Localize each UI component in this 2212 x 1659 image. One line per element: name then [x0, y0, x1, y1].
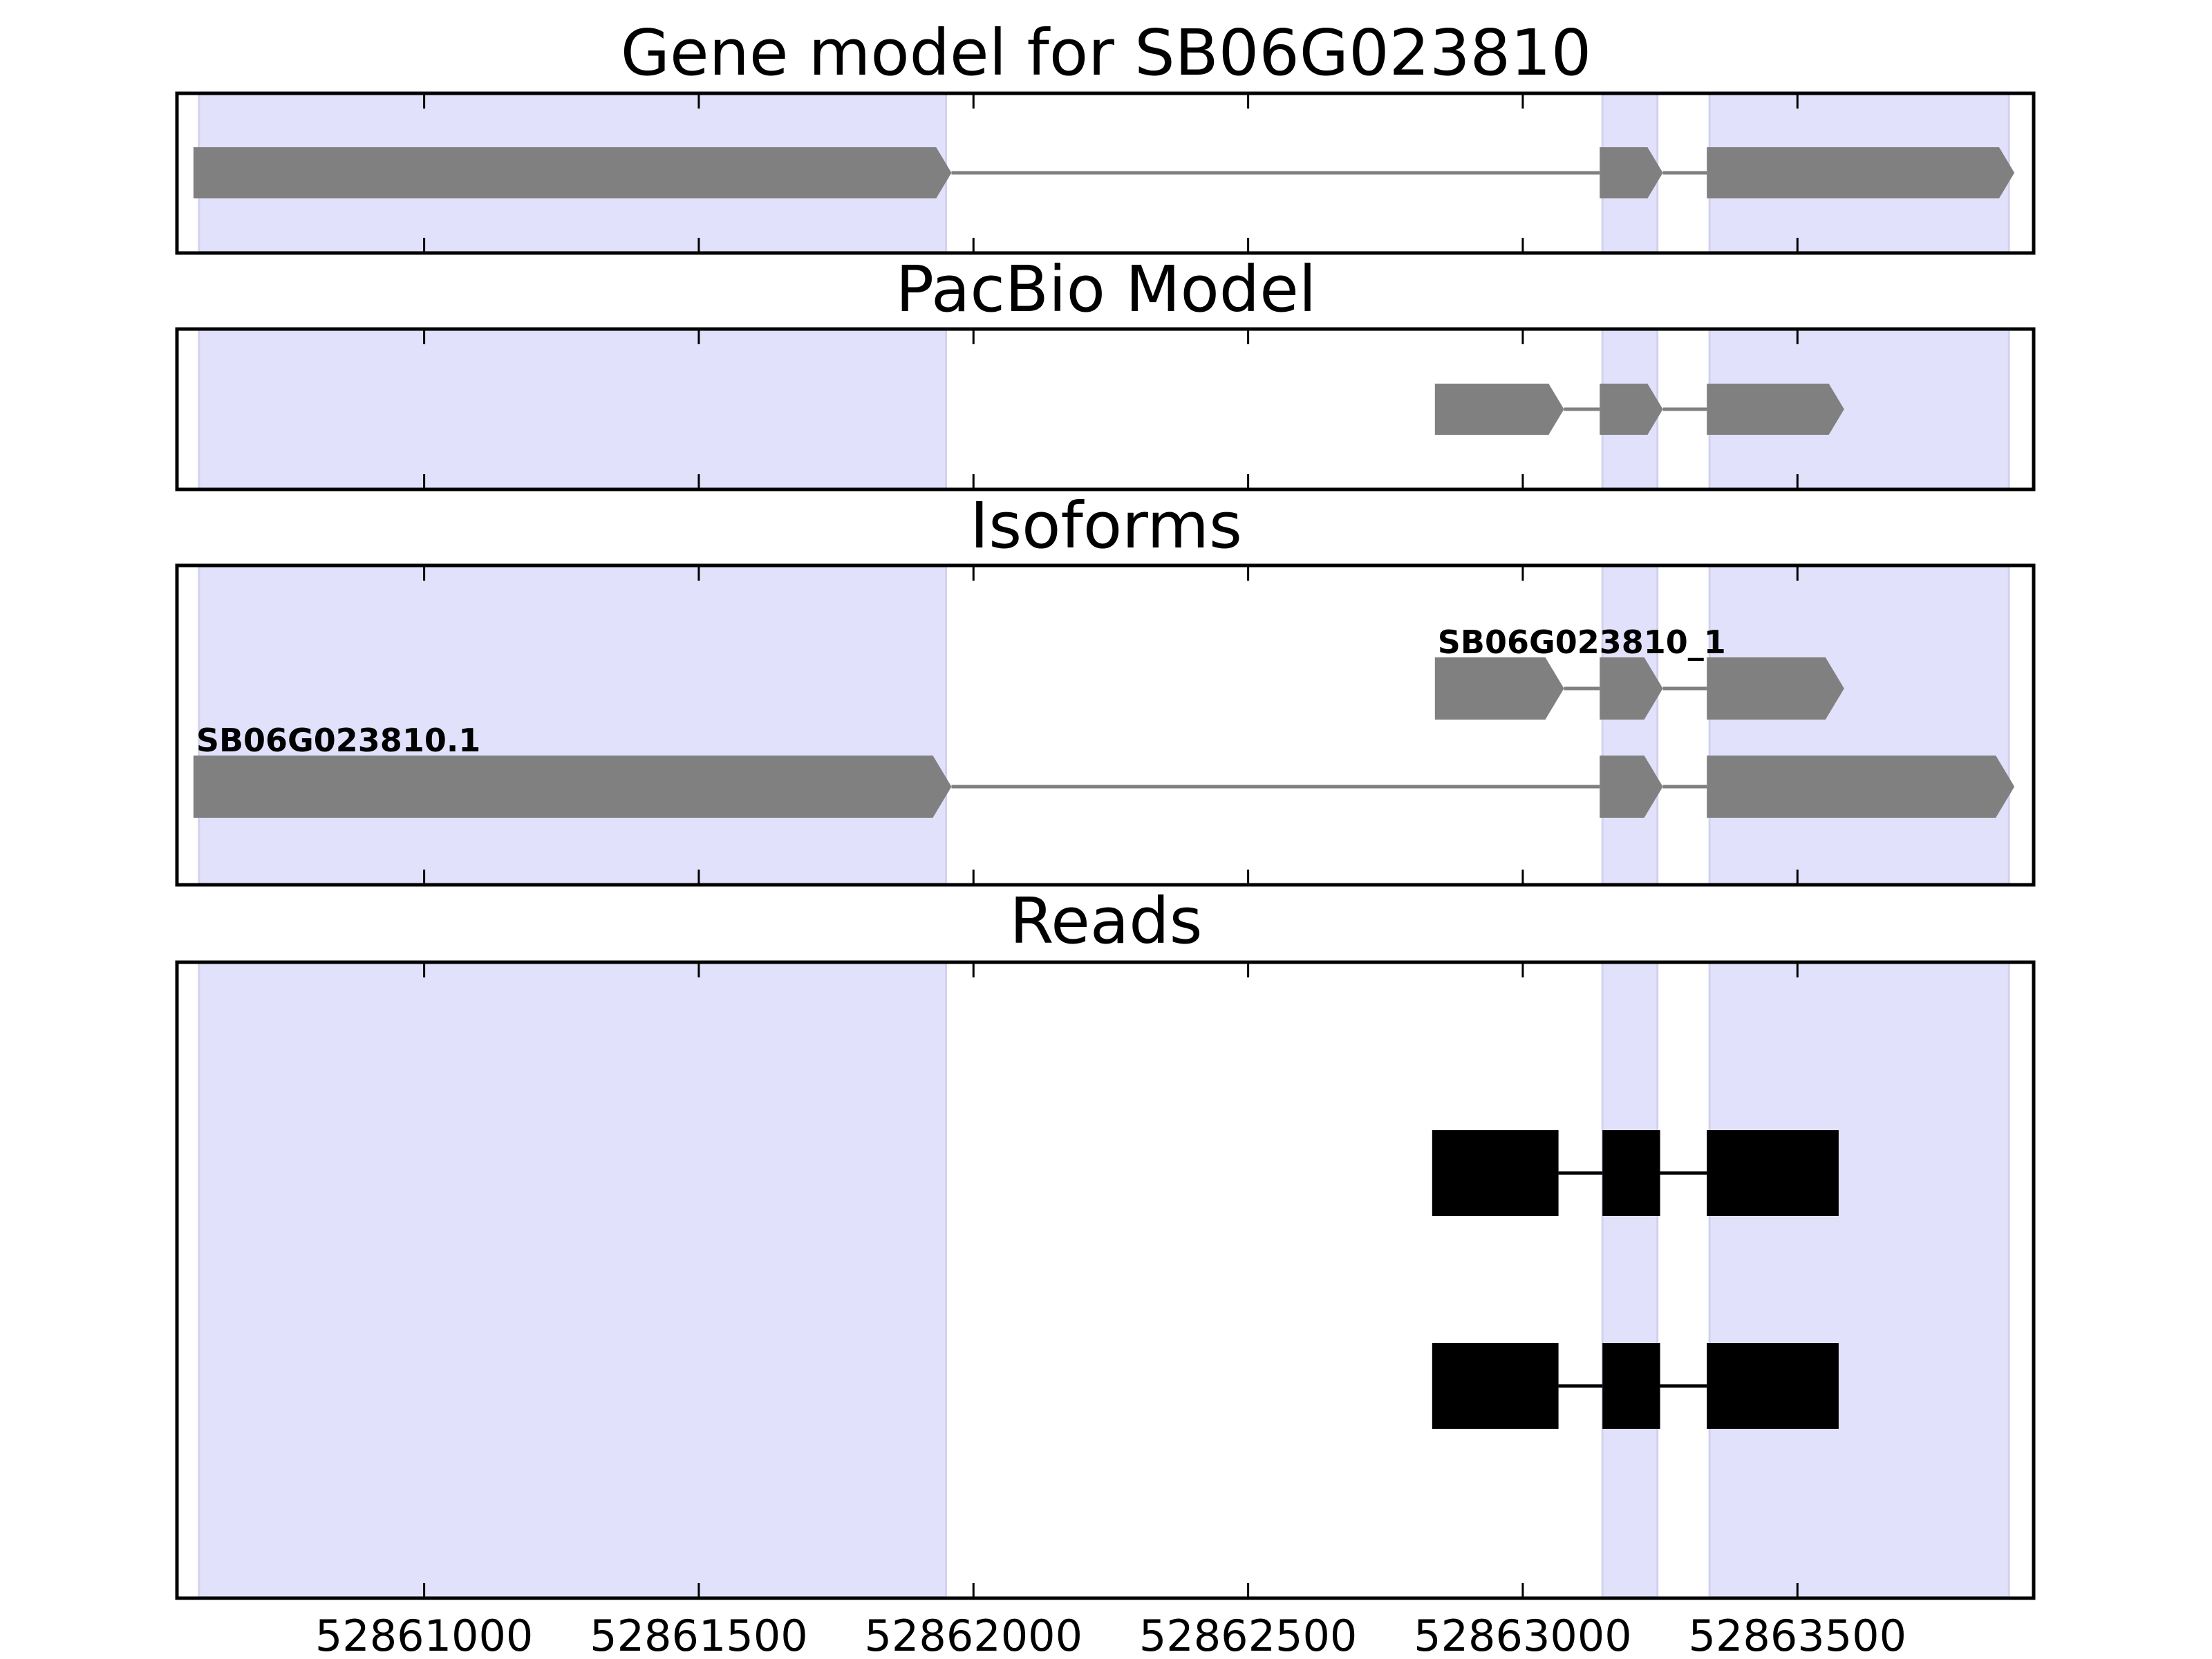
- exon-arrow: [1600, 384, 1663, 435]
- exon-arrow: [193, 147, 952, 198]
- x-axis: 52861000 52861500 52862000 52862500 52863000…: [315, 1611, 1906, 1659]
- panel-pacbio-model: PacBio Model: [175, 252, 2036, 491]
- x-tick-label: 52863500: [1689, 1611, 1907, 1659]
- exon-highlight-band: [1708, 961, 2010, 1600]
- exon-arrow: [1707, 147, 2015, 198]
- read-exon-block: [1707, 1130, 1839, 1216]
- pacbio-plot-area: [175, 327, 2036, 491]
- x-tick-label: 52861500: [590, 1611, 808, 1659]
- x-tick-label: 52861000: [315, 1611, 534, 1659]
- x-tick-label: 52862000: [864, 1611, 1082, 1659]
- exon-arrow: [1707, 384, 1844, 435]
- read-exon-block: [1432, 1130, 1559, 1216]
- read-exon-block: [1602, 1343, 1660, 1429]
- exon-highlight-band: [1601, 564, 1659, 886]
- exon-arrow: [1600, 147, 1663, 198]
- reads-frame: [175, 960, 2036, 1600]
- x-tick-label: 52862500: [1139, 1611, 1358, 1659]
- exon-arrow: [193, 756, 952, 818]
- read-exon-block: [1432, 1343, 1559, 1429]
- pacbio-model-title: PacBio Model: [896, 252, 1317, 326]
- transcript-model: [193, 147, 2015, 198]
- read-alignment: [1432, 1343, 1839, 1429]
- exon-arrow: [1434, 384, 1564, 435]
- exon-arrow: [1600, 756, 1663, 818]
- isoform-label: SB06G023810_1: [1438, 624, 1726, 661]
- exon-highlight-band: [1601, 961, 1659, 1600]
- reads-plot-area: [175, 960, 2036, 1600]
- isoforms-frame: [175, 563, 2036, 887]
- isoforms-title: Isoforms: [970, 489, 1242, 563]
- exon-highlight-band: [198, 961, 948, 1600]
- read-exon-block: [1602, 1130, 1660, 1216]
- exon-highlight-band: [198, 328, 948, 491]
- isoforms-plot-area: SB06G023810.1 SB06G023810_1: [175, 563, 2036, 887]
- gene-frame: [175, 91, 2036, 255]
- exon-highlight-band: [1708, 564, 2010, 886]
- panel-reads: Reads: [175, 884, 2036, 1600]
- x-tick-label: 52863000: [1414, 1611, 1632, 1659]
- isoform-label: SB06G023810.1: [196, 722, 480, 759]
- panel-gene-model: Gene model for SB06G023810: [175, 16, 2036, 255]
- pacbio-frame: [175, 327, 2036, 491]
- panel-isoforms: SB06G023810.1 SB06G023810_1 Isoforms: [175, 489, 2036, 887]
- read-alignment: [1432, 1130, 1839, 1216]
- read-exon-block: [1707, 1343, 1839, 1429]
- exon-arrow: [1707, 756, 2015, 818]
- gene-plot-area: [175, 91, 2036, 255]
- reads-title: Reads: [1009, 884, 1202, 958]
- exon-arrow: [1600, 657, 1663, 720]
- exon-arrow: [1434, 657, 1564, 720]
- transcript-model: SB06G023810.1: [193, 722, 2015, 818]
- transcript-model: SB06G023810_1: [1434, 624, 1844, 720]
- exon-highlight-band: [198, 564, 948, 886]
- transcript-model: [1434, 384, 1844, 435]
- gene-model-title: Gene model for SB06G023810: [621, 16, 1592, 90]
- exon-arrow: [1707, 657, 1844, 720]
